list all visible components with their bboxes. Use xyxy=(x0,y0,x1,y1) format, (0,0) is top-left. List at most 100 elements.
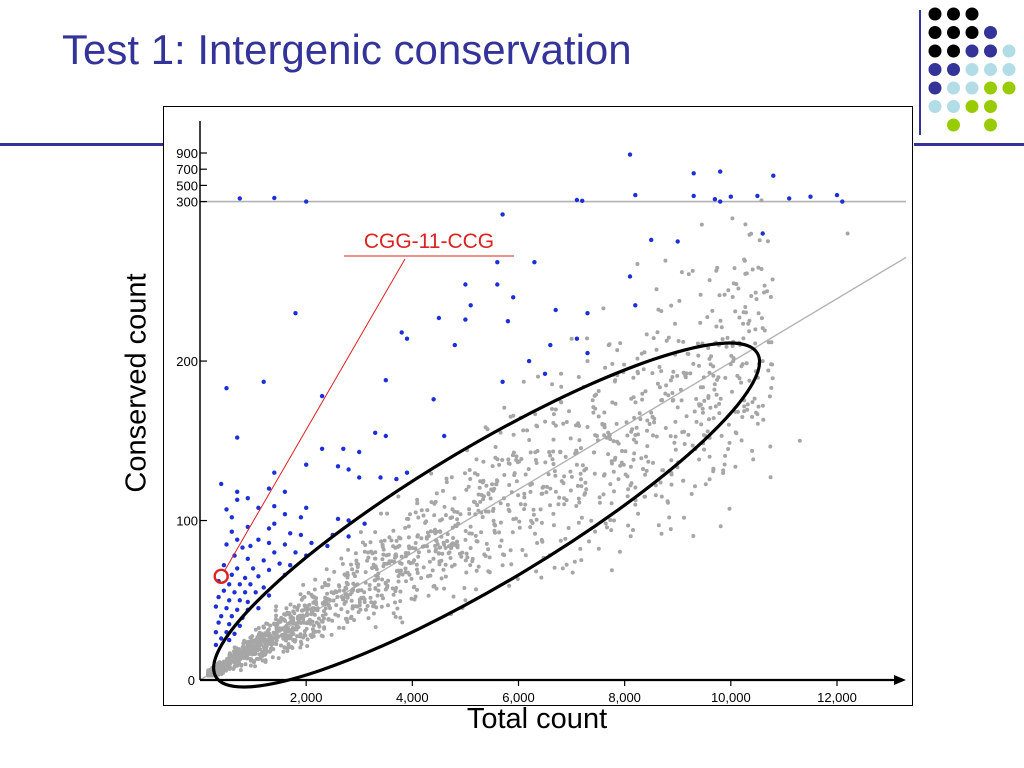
background-point xyxy=(720,337,725,342)
background-point xyxy=(337,588,342,593)
background-point xyxy=(548,503,553,508)
background-points xyxy=(206,198,850,678)
background-point xyxy=(673,419,678,424)
background-point xyxy=(690,268,695,273)
decor-dot xyxy=(947,81,960,95)
background-point xyxy=(483,425,488,430)
background-point xyxy=(750,414,755,419)
background-point xyxy=(753,327,758,332)
outlier-point xyxy=(335,516,341,522)
decor-dot xyxy=(928,7,942,21)
outlier-point xyxy=(691,171,696,176)
background-point xyxy=(527,438,532,442)
background-point xyxy=(434,586,439,591)
outlier-point xyxy=(304,199,309,204)
background-point xyxy=(576,496,581,501)
background-point xyxy=(324,567,329,572)
background-point xyxy=(467,511,472,516)
background-point xyxy=(274,613,279,618)
background-point xyxy=(583,491,588,496)
background-point xyxy=(481,478,486,483)
background-point xyxy=(474,457,479,462)
outlier-point xyxy=(500,379,505,384)
background-point xyxy=(413,541,418,545)
outlier-point xyxy=(227,622,232,627)
outlier-point xyxy=(633,303,638,308)
background-point xyxy=(274,629,279,634)
background-point xyxy=(769,362,774,367)
decor-dot xyxy=(1002,44,1016,58)
outlier-point xyxy=(235,537,240,542)
background-point xyxy=(335,595,340,599)
outlier-point xyxy=(404,336,410,341)
background-point xyxy=(654,287,659,292)
background-point xyxy=(538,507,543,512)
outlier-point xyxy=(341,446,346,451)
background-point xyxy=(474,587,478,592)
slide-title: Test 1: Intergenic conservation xyxy=(62,26,632,73)
outlier-point xyxy=(224,542,229,547)
background-point xyxy=(416,515,421,520)
background-point xyxy=(713,404,718,409)
background-point xyxy=(323,612,328,617)
background-point xyxy=(754,410,759,415)
background-point xyxy=(387,535,392,540)
background-point xyxy=(393,589,398,594)
outlier-point xyxy=(240,545,245,550)
background-point xyxy=(693,484,697,489)
background-point xyxy=(476,508,481,513)
background-point xyxy=(354,558,359,563)
background-point xyxy=(226,663,231,668)
background-point xyxy=(316,629,321,634)
outlier-point xyxy=(277,561,282,566)
background-point xyxy=(311,634,316,639)
background-point xyxy=(701,375,706,380)
scatter-chart: 2,000 4,000 6,000 8,000 10,000 12,000 0 100 200 3… xyxy=(176,121,907,705)
outlier-point xyxy=(500,212,505,217)
background-point xyxy=(640,397,645,402)
background-point xyxy=(625,433,630,438)
background-point xyxy=(293,626,298,631)
background-point xyxy=(346,547,351,552)
background-point xyxy=(585,425,590,429)
outlier-point xyxy=(266,540,272,546)
background-point xyxy=(797,438,802,443)
background-point xyxy=(323,606,328,611)
decor-dot xyxy=(965,44,979,58)
background-point xyxy=(669,458,674,463)
background-point xyxy=(280,626,285,631)
background-point xyxy=(608,518,613,522)
background-point xyxy=(602,473,606,478)
background-point xyxy=(669,303,674,308)
background-point xyxy=(636,371,640,376)
background-point xyxy=(508,548,513,553)
background-point xyxy=(243,650,248,655)
background-point xyxy=(455,517,460,522)
background-point xyxy=(341,595,346,600)
background-point xyxy=(711,416,716,421)
background-point xyxy=(733,464,738,469)
background-point xyxy=(611,469,616,474)
background-point xyxy=(331,598,336,603)
background-point xyxy=(636,511,641,516)
background-point xyxy=(434,538,439,543)
background-point xyxy=(517,519,522,524)
background-point xyxy=(413,594,418,599)
y-tick-label: 500 xyxy=(176,178,198,193)
y-tick-label: 900 xyxy=(176,146,198,161)
background-point xyxy=(743,305,748,309)
background-point xyxy=(711,373,716,378)
background-point xyxy=(425,544,430,549)
background-point xyxy=(486,509,491,514)
background-point xyxy=(692,409,697,414)
background-point xyxy=(288,616,293,620)
background-point xyxy=(633,433,638,437)
outlier-point xyxy=(235,566,240,571)
background-point xyxy=(666,393,671,398)
background-point xyxy=(381,596,385,601)
header-rule-right xyxy=(914,143,1024,146)
background-point xyxy=(481,497,486,502)
outlier-point xyxy=(253,590,258,595)
background-point xyxy=(385,511,390,516)
background-point xyxy=(505,502,510,507)
